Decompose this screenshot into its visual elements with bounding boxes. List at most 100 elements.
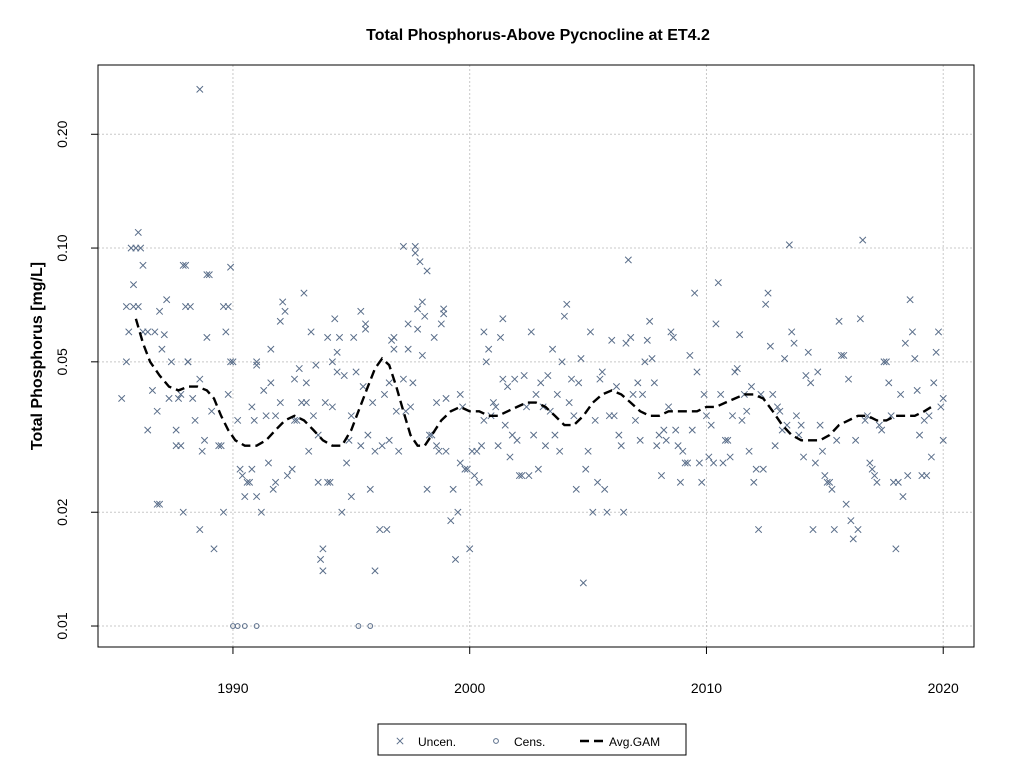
uncensored-point xyxy=(463,465,471,473)
uncensored-point xyxy=(821,472,829,480)
uncensored-point xyxy=(423,267,431,275)
uncensored-point xyxy=(312,361,320,369)
uncensored-point xyxy=(224,303,232,311)
uncensored-point xyxy=(418,298,426,306)
uncensored-point xyxy=(584,447,592,455)
uncensored-point xyxy=(395,447,403,455)
uncensored-point xyxy=(376,525,384,534)
uncensored-point xyxy=(897,390,905,398)
uncensored-point xyxy=(913,386,921,395)
uncensored-point xyxy=(499,375,507,383)
uncensored-point xyxy=(267,345,275,353)
uncensored-point xyxy=(267,379,275,387)
uncensored-point xyxy=(702,412,711,420)
uncensored-point xyxy=(705,453,713,461)
uncensored-point xyxy=(591,416,599,424)
uncensored-point xyxy=(669,333,677,342)
uncensored-point xyxy=(828,485,836,493)
uncensored-point xyxy=(754,525,763,534)
uncensored-point xyxy=(818,447,827,455)
uncensored-point xyxy=(743,407,751,415)
uncensored-point xyxy=(932,348,940,356)
uncensored-point xyxy=(433,399,441,407)
uncensored-point xyxy=(589,508,597,516)
uncensored-point xyxy=(380,390,389,398)
uncensored-point xyxy=(122,358,130,366)
uncensored-point xyxy=(352,368,360,376)
uncensored-point xyxy=(437,320,445,328)
uncensored-point xyxy=(577,355,585,363)
uncensored-point xyxy=(210,545,218,553)
uncensored-point xyxy=(530,431,538,439)
uncensored-point xyxy=(799,453,808,461)
uncensored-point xyxy=(492,403,500,411)
uncensored-point xyxy=(156,307,164,315)
uncensored-point xyxy=(631,416,639,424)
uncensored-point xyxy=(594,478,602,486)
uncensored-point xyxy=(937,403,945,411)
uncensored-point xyxy=(700,390,708,398)
uncensored-point xyxy=(875,421,883,429)
uncensored-point xyxy=(878,426,886,434)
legend-marker-censored xyxy=(493,738,499,744)
uncensored-point xyxy=(565,399,573,407)
uncensored-point xyxy=(681,459,689,467)
uncensored-point xyxy=(522,403,531,411)
uncensored-point xyxy=(769,390,777,398)
uncensored-point xyxy=(179,261,187,269)
uncensored-point xyxy=(331,315,339,323)
uncensored-point xyxy=(390,345,398,353)
uncensored-point xyxy=(421,312,429,320)
uncensored-point xyxy=(773,403,782,411)
uncensored-point xyxy=(272,412,280,420)
uncensored-point xyxy=(253,358,261,366)
legend-label: Avg.GAM xyxy=(609,735,660,749)
uncensored-point xyxy=(849,535,857,543)
uncensored-point xyxy=(229,358,237,366)
censored-point xyxy=(367,623,374,629)
uncensored-point xyxy=(466,545,474,553)
uncensored-point xyxy=(174,394,183,403)
uncensored-point xyxy=(456,390,464,398)
uncensored-point xyxy=(414,305,422,313)
uncensored-point xyxy=(665,403,673,411)
y-tick-label: 0.01 xyxy=(54,612,70,639)
uncensored-point xyxy=(227,263,235,271)
uncensored-point xyxy=(309,412,318,420)
uncensored-point xyxy=(596,375,604,383)
uncensored-point xyxy=(572,485,580,493)
uncensored-point xyxy=(411,249,419,257)
uncensored-point xyxy=(518,472,526,480)
uncensored-point xyxy=(915,431,924,439)
uncensored-point xyxy=(340,371,348,380)
uncensored-point xyxy=(885,379,893,387)
legend-label: Cens. xyxy=(514,735,545,749)
uncensored-point xyxy=(641,358,649,366)
uncensored-point xyxy=(328,358,336,366)
uncensored-point xyxy=(747,383,756,391)
uncensored-point xyxy=(617,442,625,450)
uncensored-point xyxy=(520,371,528,380)
uncensored-point xyxy=(802,371,810,380)
uncensored-point xyxy=(809,525,817,534)
uncensored-point xyxy=(627,333,635,342)
uncensored-point xyxy=(790,339,798,347)
uncensored-point xyxy=(357,307,365,315)
uncensored-point xyxy=(281,307,289,315)
uncensored-point xyxy=(283,472,291,480)
plot-marks xyxy=(118,85,947,629)
uncensored-point xyxy=(186,303,194,311)
uncensored-point xyxy=(726,453,734,461)
x-tick-label: 1990 xyxy=(217,680,248,696)
uncensored-point xyxy=(276,399,284,407)
uncensored-point xyxy=(764,289,772,297)
uncensored-point xyxy=(316,555,325,564)
uncensored-point xyxy=(844,375,853,383)
uncensored-point xyxy=(835,317,843,325)
uncensored-point xyxy=(620,508,628,516)
uncensored-point xyxy=(586,328,595,336)
uncensored-point xyxy=(134,303,142,311)
legend-label: Uncen. xyxy=(418,735,456,749)
uncensored-point xyxy=(390,333,398,342)
